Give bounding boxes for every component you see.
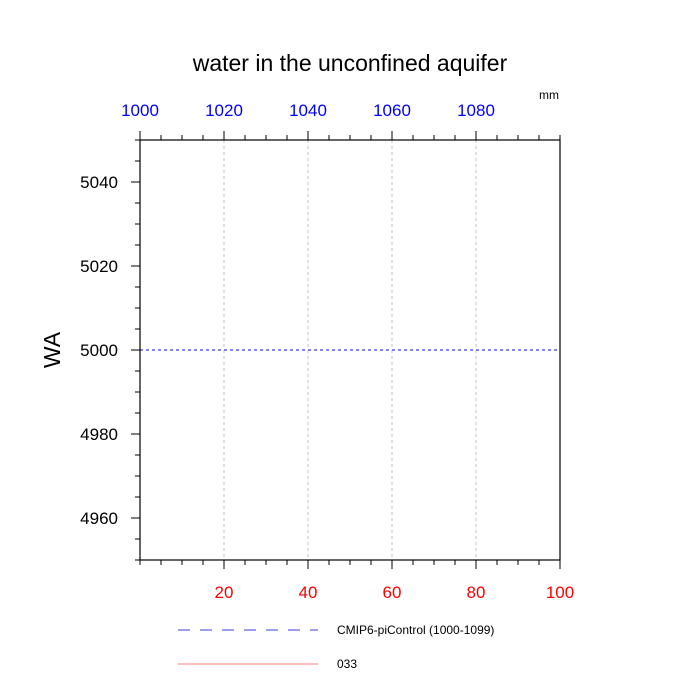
- bottom-axis-tick-label: 20: [215, 583, 234, 602]
- chart-title: water in the unconfined aquifer: [192, 50, 508, 76]
- legend-label-033: 033: [337, 657, 357, 671]
- axis-ticks: [131, 131, 561, 569]
- y-axis-tick-label: 5040: [80, 173, 118, 192]
- y-axis-tick-label: 5000: [80, 341, 118, 360]
- y-axis-tick-label: 4980: [80, 425, 118, 444]
- top-axis-tick-label: 1000: [121, 101, 159, 120]
- legend-label-cmip6-picontrol: CMIP6-piControl (1000-1099): [337, 623, 494, 637]
- y-axis-label: WA: [39, 331, 65, 368]
- bottom-axis-tick-label: 80: [467, 583, 486, 602]
- top-axis-tick-label: 1080: [457, 101, 495, 120]
- units-label: mm: [539, 88, 559, 102]
- top-axis-tick-label: 1040: [289, 101, 327, 120]
- y-axis-tick-label: 5020: [80, 257, 118, 276]
- legend: CMIP6-piControl (1000-1099) 033: [178, 623, 494, 671]
- top-axis-tick-label: 1060: [373, 101, 411, 120]
- top-axis-tick-label: 1020: [205, 101, 243, 120]
- bottom-axis-tick-label: 40: [299, 583, 318, 602]
- axis-tick-labels: 20 40 60 80 100 1000 1020 1040 1060 1080 4960 4980 5…: [80, 101, 574, 602]
- bottom-axis-tick-label: 60: [383, 583, 402, 602]
- y-axis-tick-label: 4960: [80, 509, 118, 528]
- bottom-axis-tick-label: 100: [546, 583, 574, 602]
